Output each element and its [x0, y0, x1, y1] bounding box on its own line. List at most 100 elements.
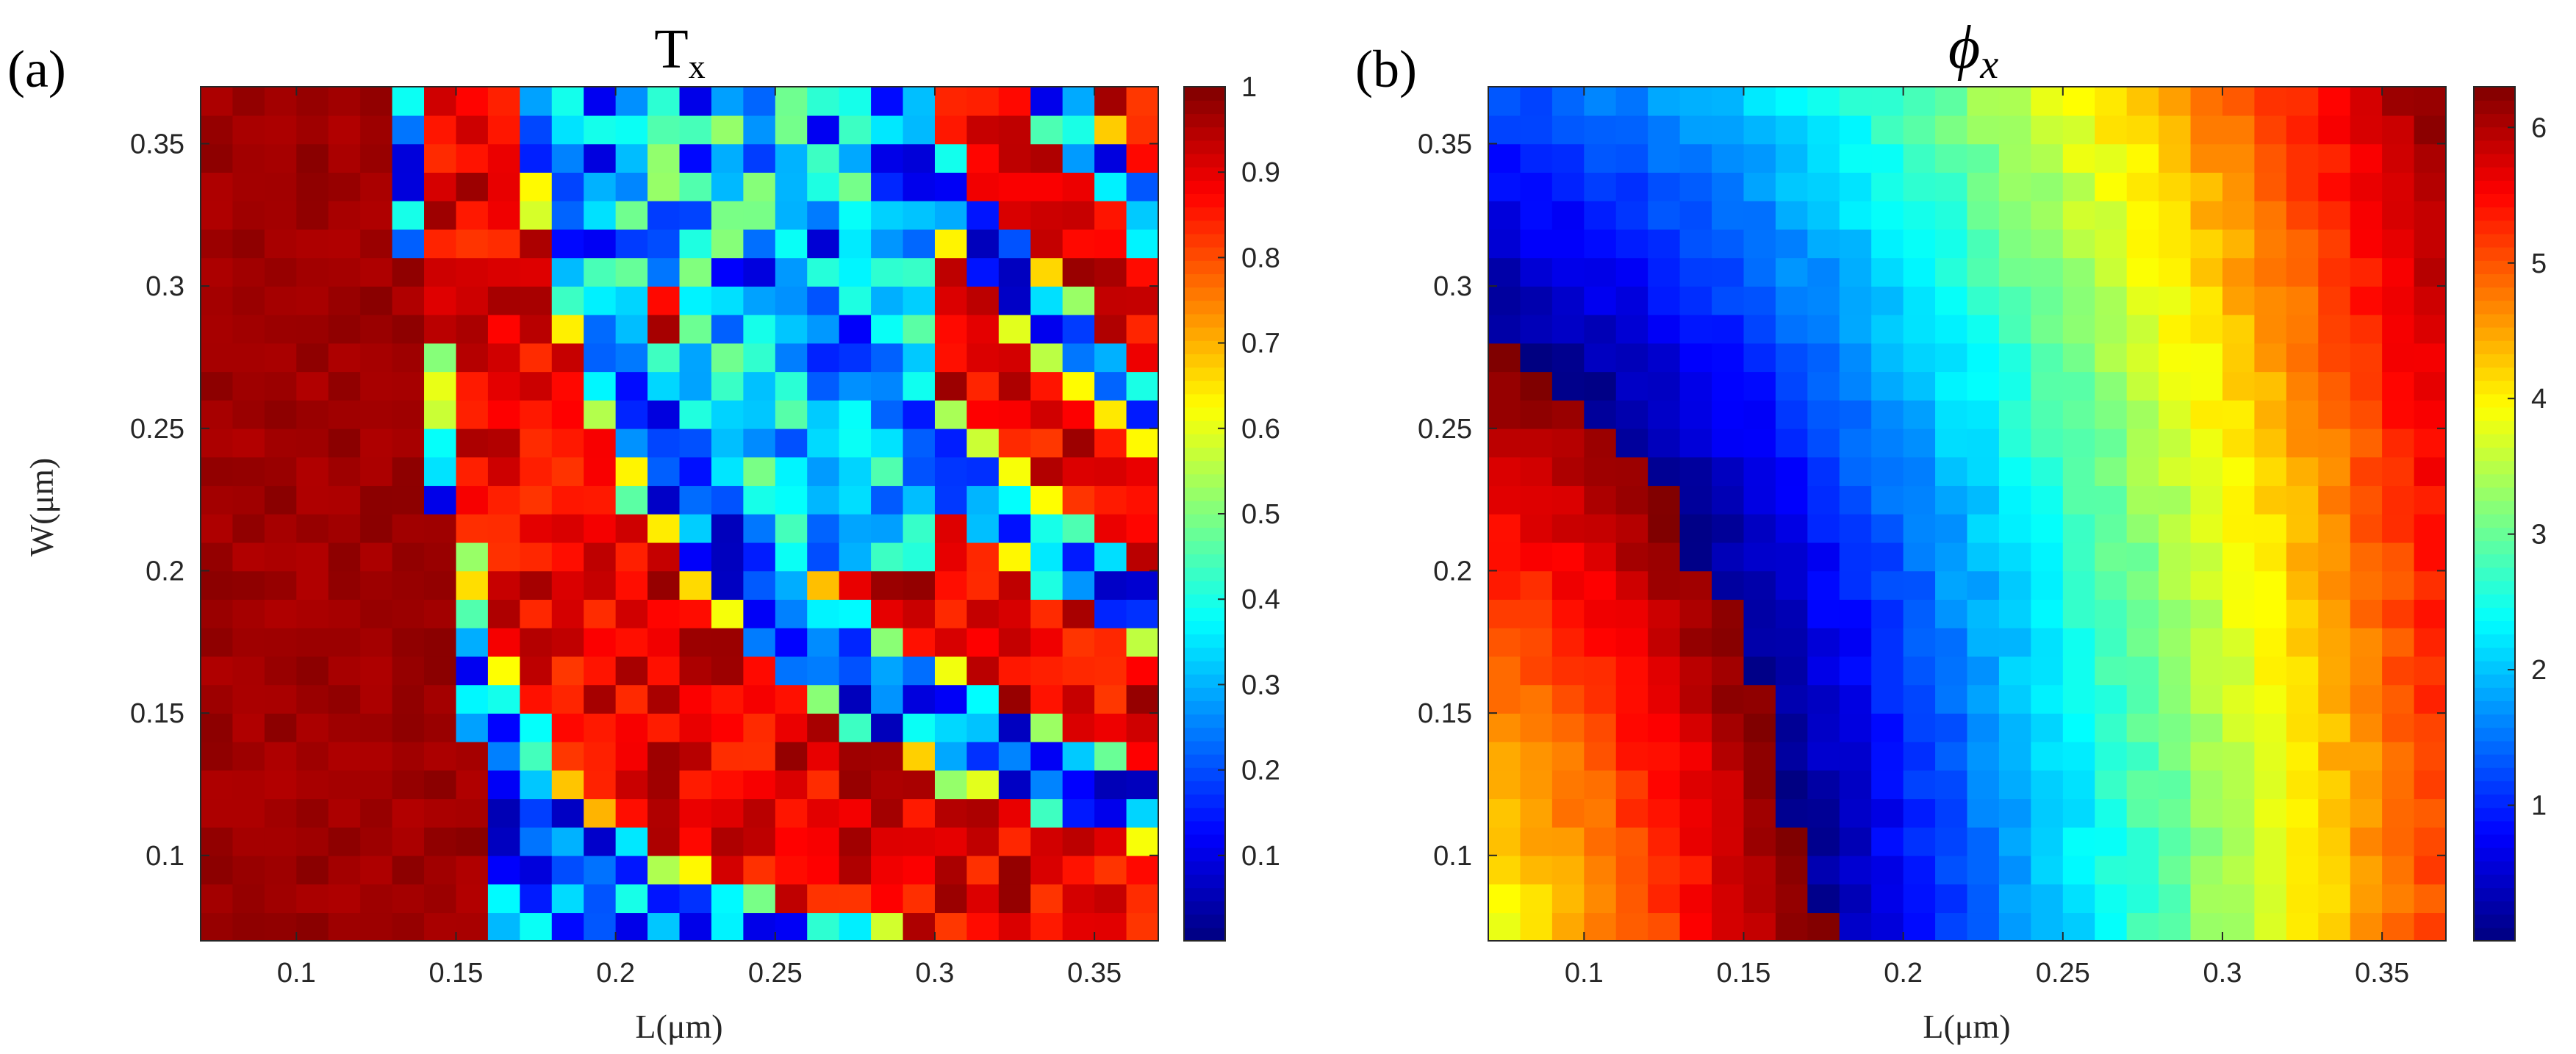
- heatmap-cell: [584, 514, 617, 543]
- colorbar-segment: [2474, 833, 2515, 848]
- heatmap-cell: [903, 542, 936, 572]
- heatmap-cell: [1743, 456, 1776, 487]
- heatmap-cell: [1062, 684, 1095, 714]
- heatmap-cell: [1615, 200, 1648, 230]
- heatmap-cell: [2190, 684, 2223, 714]
- heatmap-cell: [1903, 827, 1936, 856]
- heatmap-cell: [328, 713, 361, 742]
- colorbar-segment: [2474, 861, 2515, 875]
- heatmap-cell: [201, 371, 234, 401]
- heatmap-cell: [1775, 343, 1809, 373]
- heatmap-cell: [1839, 912, 1872, 942]
- heatmap-cell: [1551, 741, 1585, 771]
- heatmap-cell: [647, 371, 681, 401]
- heatmap-cell: [1030, 542, 1063, 572]
- heatmap-cell: [1551, 770, 1585, 800]
- heatmap-cell: [1584, 229, 1617, 259]
- heatmap-cell: [2031, 143, 2064, 173]
- heatmap-cell: [743, 599, 776, 628]
- heatmap-cell: [839, 599, 872, 628]
- heatmap-cell: [2126, 684, 2159, 714]
- heatmap-cell: [807, 400, 840, 429]
- heatmap-cell: [1903, 229, 1936, 259]
- colorbar-segment: [2474, 580, 2515, 595]
- heatmap-cell: [1648, 741, 1681, 771]
- heatmap-cell: [2159, 485, 2192, 515]
- heatmap-cell: [424, 514, 457, 543]
- heatmap-cell: [328, 229, 361, 259]
- heatmap-cell: [1712, 343, 1745, 373]
- heatmap-cell: [2254, 115, 2287, 145]
- heatmap-cell: [871, 400, 904, 429]
- heatmap-cell: [1743, 87, 1776, 116]
- heatmap-cell: [201, 257, 234, 287]
- heatmap-cell: [1551, 115, 1585, 145]
- heatmap-cell: [1935, 456, 1968, 487]
- heatmap-cell: [1094, 599, 1127, 628]
- heatmap-cell: [1871, 827, 1904, 856]
- heatmap-cell: [1775, 485, 1809, 515]
- heatmap-cell: [2062, 200, 2096, 230]
- chart-a-title-main: T: [654, 18, 688, 80]
- heatmap-cell: [1094, 883, 1127, 914]
- heatmap-cell: [934, 542, 968, 572]
- heatmap-cell: [1030, 428, 1063, 458]
- heatmap-cell: [1903, 883, 1936, 914]
- heatmap-cell: [647, 855, 681, 885]
- heatmap-cell: [1094, 684, 1127, 714]
- heatmap-cell: [1967, 570, 2000, 600]
- colorbar-segment: [2474, 300, 2515, 315]
- heatmap-cell: [1551, 343, 1585, 373]
- colorbar-segment: [2474, 753, 2515, 768]
- heatmap-cell: [201, 656, 234, 686]
- heatmap-cell: [679, 400, 712, 429]
- heatmap-cell: [903, 143, 936, 173]
- heatmap-cell: [998, 627, 1032, 657]
- heatmap-cell: [647, 87, 681, 116]
- heatmap-cell: [2350, 343, 2383, 373]
- heatmap-cell: [1030, 143, 1063, 173]
- heatmap-cell: [2350, 456, 2383, 487]
- colorbar-segment: [2474, 593, 2515, 608]
- heatmap-cell: [2190, 713, 2223, 742]
- heatmap-cell: [2126, 456, 2159, 487]
- heatmap-cell: [2095, 542, 2128, 572]
- heatmap-cell: [264, 798, 298, 828]
- heatmap-cell: [1520, 428, 1553, 458]
- colorbar-segment: [2474, 647, 2515, 662]
- heatmap-cell: [424, 684, 457, 714]
- heatmap-cell: [2222, 855, 2256, 885]
- heatmap-cell: [1488, 115, 1521, 145]
- heatmap-cell: [2159, 200, 2192, 230]
- x-tick-label: 0.1: [1565, 958, 1604, 989]
- heatmap-cell: [1967, 172, 2000, 201]
- heatmap-cell: [2318, 343, 2351, 373]
- heatmap-cell: [966, 286, 1000, 315]
- heatmap-cell: [1679, 883, 1712, 914]
- heatmap-cell: [1648, 570, 1681, 600]
- heatmap-cell: [1062, 485, 1095, 515]
- heatmap-cell: [232, 514, 265, 543]
- heatmap-cell: [1615, 428, 1648, 458]
- heatmap-cell: [1871, 286, 1904, 315]
- colorbar-segment: [2474, 634, 2515, 648]
- heatmap-cell: [1030, 371, 1063, 401]
- heatmap-cell: [2095, 599, 2128, 628]
- heatmap-cell: [520, 286, 553, 315]
- heatmap-cell: [2254, 855, 2287, 885]
- heatmap-cell: [1679, 456, 1712, 487]
- heatmap-cell: [1743, 855, 1776, 885]
- heatmap-cell: [584, 485, 617, 515]
- colorbar-segment: [1184, 447, 1225, 462]
- colorbar-tick-label: 0.7: [1241, 329, 1280, 359]
- heatmap-cell: [2126, 514, 2159, 543]
- heatmap-cell: [1807, 656, 1840, 686]
- heatmap-cell: [1030, 627, 1063, 657]
- heatmap-cell: [2222, 713, 2256, 742]
- heatmap-cell: [2095, 115, 2128, 145]
- heatmap-a: [201, 87, 1159, 942]
- heatmap-cell: [424, 371, 457, 401]
- heatmap-cell: [1094, 257, 1127, 287]
- heatmap-cell: [2286, 200, 2320, 230]
- colorbar-segment: [2474, 207, 2515, 221]
